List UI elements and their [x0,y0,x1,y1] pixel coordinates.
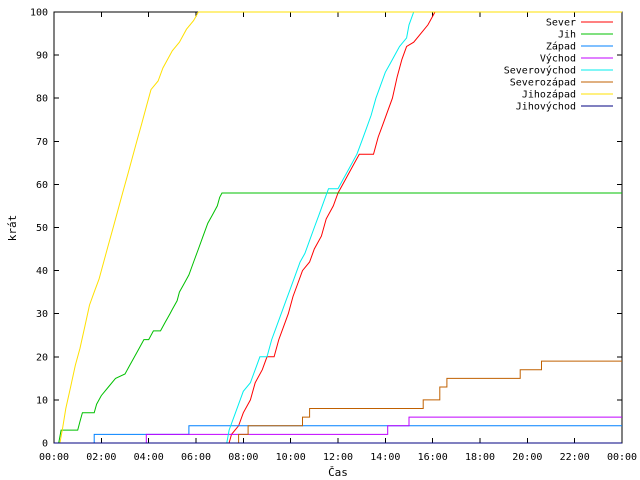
y-tick-label: 30 [36,309,48,320]
legend-label: Jihovýchod [516,101,576,113]
x-tick-label: 04:00 [134,452,164,463]
y-tick-label: 100 [30,8,48,19]
series-line-7 [54,11,622,444]
y-tick-label: 60 [36,180,48,191]
y-tick-label: 70 [36,137,48,148]
x-tick-label: 10:00 [276,452,306,463]
y-tick-label: 40 [36,266,48,277]
x-tick-label: 22:00 [560,452,590,463]
legend-label: Severovýchod [504,65,576,77]
y-tick-label: 50 [36,223,48,234]
x-tick-label: 18:00 [465,452,495,463]
series-line-5 [54,11,622,444]
x-tick-label: 08:00 [228,452,258,463]
legend-label: Jihozápad [522,89,576,101]
y-tick-label: 0 [42,439,48,450]
x-tick-label: 00:00 [607,452,637,463]
series-line-2 [54,192,622,444]
y-tick-label: 10 [36,395,48,406]
x-axis-label: Čas [328,466,348,479]
y-tick-label: 80 [36,94,48,105]
y-axis-label: krát [6,215,19,242]
legend-label: Východ [540,53,576,65]
y-tick-label: 20 [36,352,48,363]
series-line-6 [54,360,622,444]
series-line-4 [54,416,622,444]
legend-label: Severozápad [510,77,576,89]
legend-label: Západ [546,41,576,53]
legend-label: Sever [546,18,576,29]
y-tick-label: 90 [36,51,48,62]
x-tick-label: 02:00 [86,452,116,463]
x-tick-label: 12:00 [323,452,353,463]
x-tick-label: 20:00 [512,452,542,463]
legend-label: Jih [558,30,576,41]
x-tick-label: 00:00 [39,452,69,463]
x-tick-label: 14:00 [370,452,400,463]
series-line-1 [54,11,622,444]
x-tick-label: 16:00 [418,452,448,463]
x-tick-label: 06:00 [181,452,211,463]
